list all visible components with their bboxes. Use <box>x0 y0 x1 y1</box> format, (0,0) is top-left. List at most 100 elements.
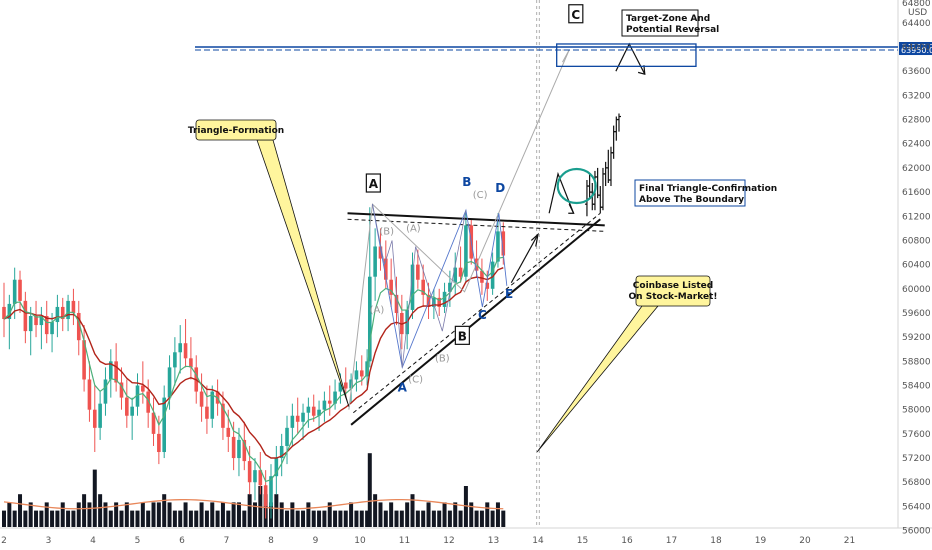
volume-bar <box>410 494 415 527</box>
volume-bar <box>236 502 241 527</box>
candle <box>258 470 263 486</box>
candle <box>82 340 86 380</box>
volume-bar <box>301 510 306 527</box>
time-tick-label: 18 <box>710 536 722 546</box>
volume-bar <box>490 510 495 527</box>
candle <box>18 279 22 301</box>
candle <box>76 312 81 341</box>
candle <box>231 436 236 459</box>
ema-slow-line <box>3 267 504 459</box>
candle <box>210 391 215 419</box>
wave-label-sub: (A) <box>406 223 421 234</box>
price-tick-label: 56400 <box>902 502 931 512</box>
volume-bar <box>18 494 23 527</box>
triangle-upper-boundary <box>347 212 605 227</box>
confirmation-label-text: Above The Boundary <box>639 195 744 205</box>
volume-bar <box>415 510 420 527</box>
candle <box>66 300 70 320</box>
time-tick-label: 19 <box>755 536 767 546</box>
volume-bar <box>378 502 383 527</box>
volume-bar <box>247 494 252 527</box>
candle <box>384 258 388 280</box>
candle <box>322 400 327 410</box>
price-axis[interactable]: 64000.063950.064800USD644006400063600632… <box>899 0 932 537</box>
candle <box>92 409 97 428</box>
volume-bar <box>66 510 71 527</box>
price-tick-label: 58400 <box>902 382 931 392</box>
candle <box>189 358 193 368</box>
volume-bar <box>156 502 161 527</box>
price-tick-label: 58800 <box>902 357 931 367</box>
candle <box>333 391 337 404</box>
projection-zigzag <box>548 171 575 214</box>
volume-bar <box>367 453 372 527</box>
volume-bar <box>119 510 124 527</box>
volume-bar <box>98 494 103 527</box>
volume-bar <box>55 510 60 527</box>
candle <box>263 485 268 507</box>
volume-bar <box>290 502 295 527</box>
minor-wave-path <box>372 204 508 369</box>
wave-label-minor: C <box>478 308 487 322</box>
volume-bar <box>447 510 452 527</box>
volume-bar <box>343 510 348 527</box>
time-axis[interactable]: 2 3 4 5 6 7 8 9 10 11 12 13 14 15 16 17 18 19 20 21 <box>1 536 855 546</box>
volume-bar <box>194 510 199 527</box>
time-tick-label: 10 <box>354 536 366 546</box>
volume-bar <box>431 510 436 527</box>
volume-bar <box>365 510 370 527</box>
candle <box>285 427 289 446</box>
sub-wave-path <box>372 204 403 368</box>
volume-bar <box>306 502 311 527</box>
candle <box>306 406 311 413</box>
candle <box>12 279 17 304</box>
candle <box>301 412 305 422</box>
candle <box>130 406 134 416</box>
candle <box>253 470 257 483</box>
volume-bar <box>178 510 183 527</box>
time-tick-label: 5 <box>135 536 141 546</box>
volume-bar <box>279 502 284 527</box>
target-zone-label-box <box>621 9 699 37</box>
volume-bar <box>495 502 500 527</box>
major-wave-path <box>348 49 570 410</box>
candle <box>151 412 156 434</box>
wave-label-box <box>454 325 470 345</box>
candle <box>490 261 495 289</box>
sub-wave-path <box>401 210 467 368</box>
candle <box>55 306 60 323</box>
wave-label-major: B <box>458 329 467 343</box>
candle <box>373 246 377 277</box>
candle <box>167 367 172 398</box>
wave-label-minor: B <box>462 175 471 189</box>
candle <box>50 322 54 335</box>
candle <box>378 246 383 259</box>
price-tick-label: 62400 <box>902 140 931 150</box>
projection-arrowhead <box>530 232 539 247</box>
confirmation-label-box <box>634 179 746 207</box>
candle <box>354 370 359 380</box>
volume-bar <box>242 510 247 527</box>
volume-bar <box>226 510 231 527</box>
time-tick-label: 2 <box>1 536 7 546</box>
price-tick-label: 59600 <box>902 309 931 319</box>
candle <box>237 439 241 459</box>
coinbase-callout-pointer <box>536 305 659 453</box>
candle <box>60 306 65 320</box>
projection-arrow <box>510 234 539 284</box>
candle <box>485 282 490 289</box>
target-zone-label-text: Potential Reversal <box>626 25 719 35</box>
candle <box>199 391 204 407</box>
volume-bar <box>421 510 426 527</box>
candle <box>205 406 209 419</box>
volume-bar <box>285 510 290 527</box>
candle <box>290 415 295 428</box>
volume-bar <box>474 510 479 527</box>
time-tick-label: 15 <box>577 536 588 546</box>
volume-bar <box>295 510 300 527</box>
candlestick-series <box>2 113 621 519</box>
coinbase-callout-text: On Stock-Market! <box>629 292 718 302</box>
candle <box>394 294 399 313</box>
price-tick-label: 56000 <box>902 527 931 537</box>
